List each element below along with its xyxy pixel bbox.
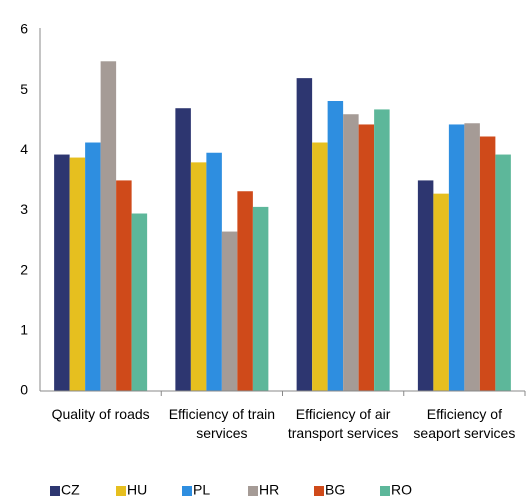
legend-label: HR xyxy=(259,482,279,498)
bar xyxy=(237,191,253,391)
bar xyxy=(252,206,269,391)
bar xyxy=(206,152,222,391)
y-tick-label: 5 xyxy=(20,81,28,97)
legend-swatch xyxy=(248,486,258,496)
legend-swatch xyxy=(50,486,60,496)
legend-label: RO xyxy=(391,482,412,498)
legend-swatch xyxy=(116,486,126,496)
bar xyxy=(175,108,191,391)
bar xyxy=(479,136,496,391)
y-tick-label: 2 xyxy=(20,261,28,277)
bar xyxy=(464,123,480,391)
bar xyxy=(312,142,328,391)
bar xyxy=(417,180,434,391)
bar xyxy=(190,162,207,391)
bar xyxy=(296,78,313,391)
bar xyxy=(327,100,344,391)
legend-swatch xyxy=(314,486,324,496)
bar xyxy=(374,109,390,392)
legend-swatch xyxy=(380,486,390,496)
legend-label: HU xyxy=(127,482,147,498)
legend-label: PL xyxy=(193,482,210,498)
y-tick-label: 6 xyxy=(20,21,28,37)
bar xyxy=(100,61,117,391)
bar xyxy=(85,142,101,391)
bar xyxy=(116,180,132,391)
y-tick-label: 1 xyxy=(20,322,28,338)
x-tick-label: Quality of roads xyxy=(52,406,150,422)
bar xyxy=(495,154,511,391)
bar xyxy=(221,231,238,391)
bar xyxy=(343,114,359,391)
x-tick-label: Efficiency of air transport services xyxy=(288,406,398,441)
bar xyxy=(433,193,449,391)
bar xyxy=(358,124,375,391)
legend-label: BG xyxy=(325,482,345,498)
y-tick-label: 0 xyxy=(20,382,28,398)
bar xyxy=(131,213,148,391)
bar xyxy=(69,157,86,391)
y-tick-label: 3 xyxy=(20,201,28,217)
y-tick-label: 4 xyxy=(20,141,28,157)
bar xyxy=(54,154,70,391)
bar xyxy=(448,124,465,391)
legend-label: CZ xyxy=(61,482,80,498)
x-tick-label: Efficiency of train services xyxy=(169,406,275,441)
legend-swatch xyxy=(182,486,192,496)
x-tick-label: Efficiency of seaport services xyxy=(413,406,515,441)
